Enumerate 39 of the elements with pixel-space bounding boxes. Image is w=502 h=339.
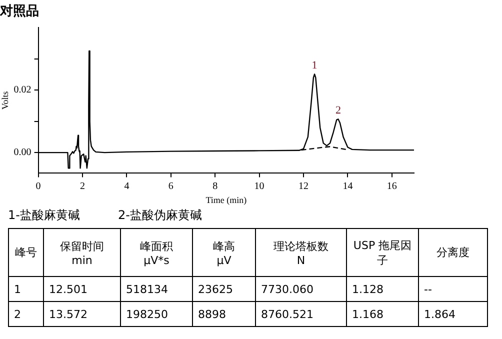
x-tick-label: 4: [124, 180, 130, 192]
chart-title: 对照品: [0, 4, 39, 20]
y-tick-label: 0.02: [14, 84, 32, 96]
x-tick-label: 16: [386, 180, 397, 192]
text: 1-盐酸麻黄碱: [8, 207, 80, 224]
text: 2: [8, 302, 44, 326]
x-tick-label: 0: [36, 180, 41, 192]
annotation: 1: [312, 60, 318, 72]
x-tick-label: 12: [298, 180, 308, 192]
x-tick-label: 14: [342, 180, 353, 192]
text: 峰号: [8, 228, 44, 276]
x-axis-title: Time (min): [206, 194, 247, 205]
text: 1.864: [418, 302, 488, 326]
x-tick-label: 10: [254, 180, 264, 192]
text: 1: [8, 276, 44, 302]
y-axis-title: Volts: [0, 90, 10, 110]
x-tick-label: 2: [80, 180, 85, 192]
x-tick-label: 6: [168, 180, 174, 192]
y-tick-label: 0.00: [14, 147, 32, 158]
text: 峰高 μV: [192, 228, 256, 276]
text: --: [418, 276, 488, 302]
text: 1.128: [346, 276, 418, 302]
text: 23625: [192, 276, 256, 302]
text: 12.501: [44, 276, 120, 302]
text: 分离度: [418, 228, 488, 276]
text: 理论塔板数 N: [256, 228, 346, 276]
text: 518134: [120, 276, 192, 302]
text: 8760.521: [256, 302, 346, 326]
text: 1.168: [346, 302, 418, 326]
x-tick-label: 8: [212, 180, 218, 192]
text: 保留时间 min: [44, 228, 120, 276]
text: 峰面积 μV*s: [120, 228, 192, 276]
text: 13.572: [44, 302, 120, 326]
text: 2-盐酸伪麻黄碱: [118, 207, 202, 224]
text: USP 拖尾因子: [346, 228, 418, 276]
text: 7730.060: [256, 276, 346, 302]
annotation: 2: [335, 104, 341, 117]
text: 8898: [192, 302, 256, 326]
text: 198250: [120, 302, 192, 326]
